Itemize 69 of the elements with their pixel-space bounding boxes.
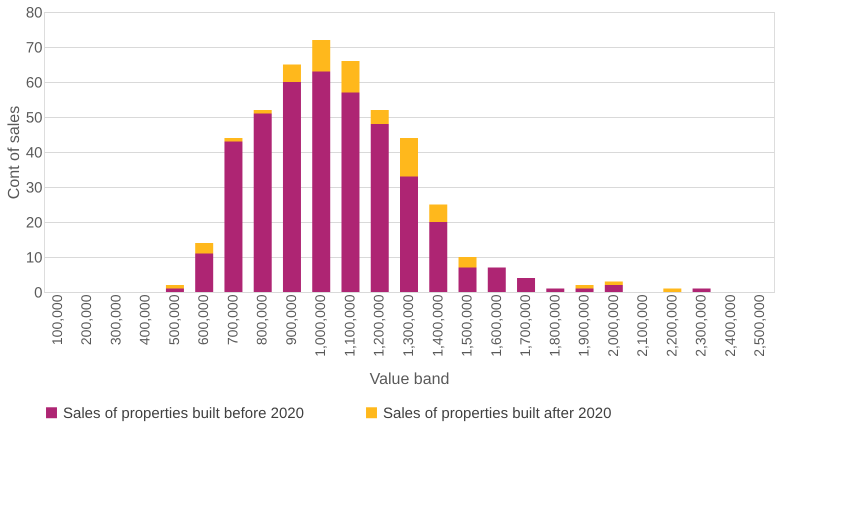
y-tick-label: 50 — [26, 110, 42, 126]
x-tick-label: 100,000 — [48, 294, 65, 346]
x-tick-label: 1,300,000 — [400, 294, 416, 357]
bar — [166, 285, 184, 288]
bar — [517, 278, 536, 292]
bar — [254, 114, 272, 292]
bar — [576, 288, 594, 292]
y-tick-label: 60 — [26, 74, 42, 92]
y-tick-label: 20 — [26, 214, 42, 232]
y-axis-title: Cont of sales — [6, 106, 23, 200]
y-tick-label: 30 — [26, 180, 42, 196]
x-tick-label: 1,800,000 — [546, 294, 562, 357]
y-tick-label: 70 — [26, 40, 42, 56]
y-tick-label: 0 — [34, 284, 42, 302]
bar — [341, 92, 360, 292]
y-tick-label: 40 — [26, 144, 42, 162]
x-tick-label: 200,000 — [78, 294, 94, 346]
x-tick-label: 1,000,000 — [312, 294, 328, 357]
bar — [254, 110, 272, 114]
x-tick-label: 2,400,000 — [722, 294, 738, 357]
x-axis-title: Value band — [370, 370, 450, 388]
x-tick-label: 700,000 — [224, 294, 240, 346]
bar — [370, 124, 389, 292]
bar — [663, 288, 682, 292]
x-tick-label: 2,100,000 — [634, 294, 650, 357]
x-tick-label: 2,000,000 — [604, 294, 621, 357]
bar — [458, 257, 477, 268]
x-tick-label: 1,900,000 — [576, 294, 592, 357]
x-tick-label: 1,200,000 — [370, 294, 387, 357]
x-tick-label: 600,000 — [195, 294, 212, 346]
bar — [195, 254, 214, 292]
x-tick-label: 2,300,000 — [692, 294, 709, 357]
x-tick-label: 500,000 — [166, 294, 182, 346]
x-tick-label: 900,000 — [282, 294, 299, 346]
bar — [692, 288, 711, 292]
bar — [400, 138, 418, 176]
legend-label: Sales of properties built before 2020 — [63, 404, 304, 422]
bar — [282, 64, 301, 82]
legend-label: Sales of properties built after 2020 — [383, 404, 612, 422]
x-tick-label: 800,000 — [254, 294, 270, 346]
x-tick-label: 2,500,000 — [751, 294, 768, 357]
bar — [488, 268, 506, 292]
x-tick-label: 1,500,000 — [458, 294, 475, 357]
bar — [195, 243, 214, 254]
bar — [341, 61, 360, 92]
x-tick-label: 1,100,000 — [341, 294, 358, 357]
bar — [576, 285, 594, 288]
bar — [166, 288, 184, 292]
y-tick-label: 10 — [26, 250, 42, 266]
x-tick-label: 400,000 — [136, 294, 153, 346]
bar — [429, 222, 448, 292]
bar — [400, 176, 418, 292]
x-tick-label: 1,600,000 — [488, 294, 504, 357]
bar — [458, 268, 477, 292]
bar — [224, 142, 242, 292]
bar — [312, 40, 330, 72]
bar — [604, 285, 623, 292]
bar — [604, 282, 623, 285]
bar — [546, 288, 564, 292]
x-tick-label: 2,200,000 — [663, 294, 680, 357]
x-tick-label: 300,000 — [107, 294, 124, 346]
bar — [224, 138, 242, 142]
x-tick-label: 1,400,000 — [429, 294, 446, 357]
bar — [370, 110, 389, 124]
bar — [312, 72, 330, 292]
bar — [429, 204, 448, 222]
bar — [282, 82, 301, 292]
x-tick-label: 1,700,000 — [517, 294, 534, 357]
y-tick-label: 80 — [26, 4, 42, 22]
